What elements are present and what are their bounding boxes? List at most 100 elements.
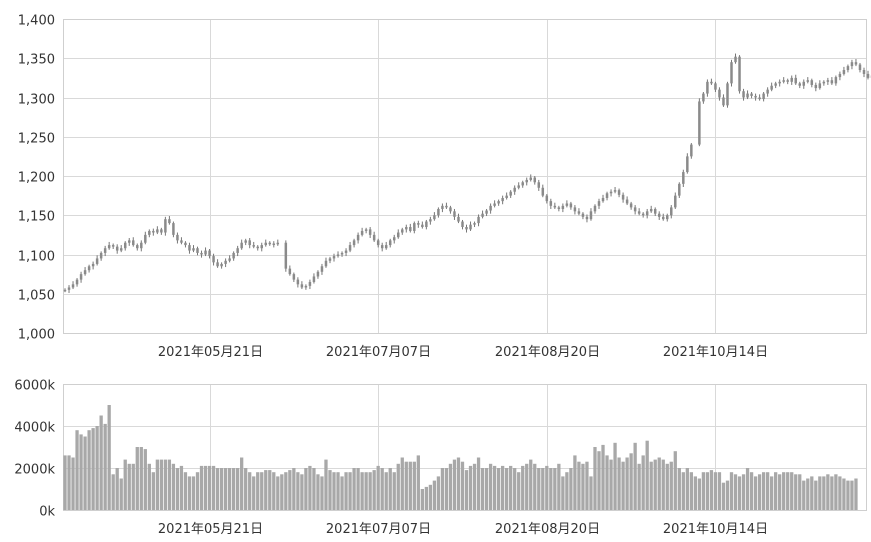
volume-bar	[737, 476, 742, 510]
candle-body	[798, 83, 801, 86]
volume-bar	[657, 457, 661, 510]
volume-bar	[621, 461, 625, 510]
candle-body	[850, 62, 854, 67]
volume-bar	[260, 472, 264, 510]
volume-bar	[725, 480, 730, 510]
candle-body	[754, 95, 757, 98]
volume-bar	[240, 457, 244, 510]
candle-body	[449, 207, 452, 212]
candle-body	[473, 223, 476, 225]
volume-bar	[577, 461, 581, 510]
candle-body	[485, 210, 488, 214]
volume-bar	[211, 465, 216, 510]
volume-bar	[119, 478, 123, 510]
volume-bar	[745, 468, 750, 510]
candle-body	[445, 205, 448, 208]
volume-bar	[842, 478, 846, 510]
price-y-tick-label: 1,300	[18, 93, 55, 108]
candle-body	[248, 240, 251, 246]
candle-body	[148, 230, 151, 235]
candle-body	[99, 252, 103, 259]
candle-body	[288, 268, 292, 275]
price-y-tick-label: 1,250	[18, 132, 55, 147]
candle-body	[810, 80, 814, 85]
volume-bar	[107, 405, 111, 510]
candle-body	[678, 183, 681, 196]
volume-bar	[553, 468, 557, 510]
volume-bar	[818, 476, 822, 510]
volume-bar	[661, 459, 665, 510]
candle-body	[83, 270, 87, 275]
volume-bar	[332, 472, 336, 510]
price-panel-frame	[63, 19, 867, 334]
volume-bar	[625, 457, 629, 510]
price-y-tick-label: 1,150	[18, 210, 55, 225]
candle-body	[742, 91, 745, 98]
candle-body	[734, 56, 737, 63]
volume-y-tick-label: 0k	[39, 505, 55, 520]
candle-body	[770, 85, 773, 90]
volume-bar	[348, 472, 352, 510]
volume-bar	[741, 474, 746, 510]
volume-bar	[729, 472, 734, 510]
volume-bar	[63, 455, 67, 510]
volume-bar	[276, 476, 280, 510]
candle-body	[376, 240, 380, 246]
volume-bar	[460, 461, 465, 510]
volume-bar	[183, 472, 188, 510]
volume-bar	[300, 474, 304, 510]
volume-bar	[649, 461, 653, 510]
candle-body	[738, 56, 741, 92]
candle-body	[802, 81, 806, 86]
candle-body	[441, 205, 444, 209]
candle-body	[822, 81, 826, 84]
volume-bar	[292, 468, 296, 510]
candle-body	[674, 195, 677, 208]
candle-body	[152, 230, 155, 233]
volume-bar	[75, 430, 79, 510]
candle-body	[240, 242, 243, 249]
candle-body	[818, 83, 822, 89]
volume-bar	[227, 468, 232, 510]
volume-bar	[721, 482, 726, 510]
volume-bar	[352, 468, 356, 510]
candles	[63, 53, 871, 293]
candle-body	[421, 224, 424, 228]
grid-lines	[63, 19, 866, 511]
volume-x-tick-label: 2021年07月07日	[326, 522, 431, 537]
volume-bar	[753, 476, 758, 510]
candle-body	[621, 194, 625, 200]
candle-body	[477, 216, 480, 224]
candle-body	[380, 245, 384, 249]
candle-body	[453, 211, 456, 217]
volume-bar	[496, 468, 501, 510]
candle-body	[397, 232, 400, 238]
volume-bar	[834, 474, 838, 510]
candle-body	[786, 80, 789, 82]
volume-bar	[179, 465, 184, 510]
candle-body	[437, 208, 440, 216]
candle-body	[405, 227, 408, 230]
volume-bar	[677, 468, 681, 510]
volume-bar	[280, 474, 284, 510]
volume-bar	[665, 463, 669, 510]
volume-bar	[589, 476, 593, 510]
volume-bar	[139, 447, 143, 510]
volume-bar	[810, 476, 814, 510]
volume-bar	[248, 472, 252, 510]
candle-body	[140, 242, 143, 249]
volume-bar	[838, 476, 842, 510]
volume-bar	[782, 472, 786, 510]
candle-body	[573, 207, 577, 212]
candle-body	[661, 216, 665, 220]
candle-body	[67, 287, 71, 290]
candle-body	[625, 199, 629, 204]
price-y-tick-label: 1,000	[18, 328, 55, 343]
volume-bar	[159, 459, 164, 510]
candle-body	[581, 213, 585, 217]
volume-bar	[681, 472, 685, 510]
volume-bar	[344, 472, 348, 510]
volume-bar	[693, 476, 698, 510]
price-y-tick-label: 1,050	[18, 289, 55, 304]
volume-bar	[601, 444, 605, 510]
